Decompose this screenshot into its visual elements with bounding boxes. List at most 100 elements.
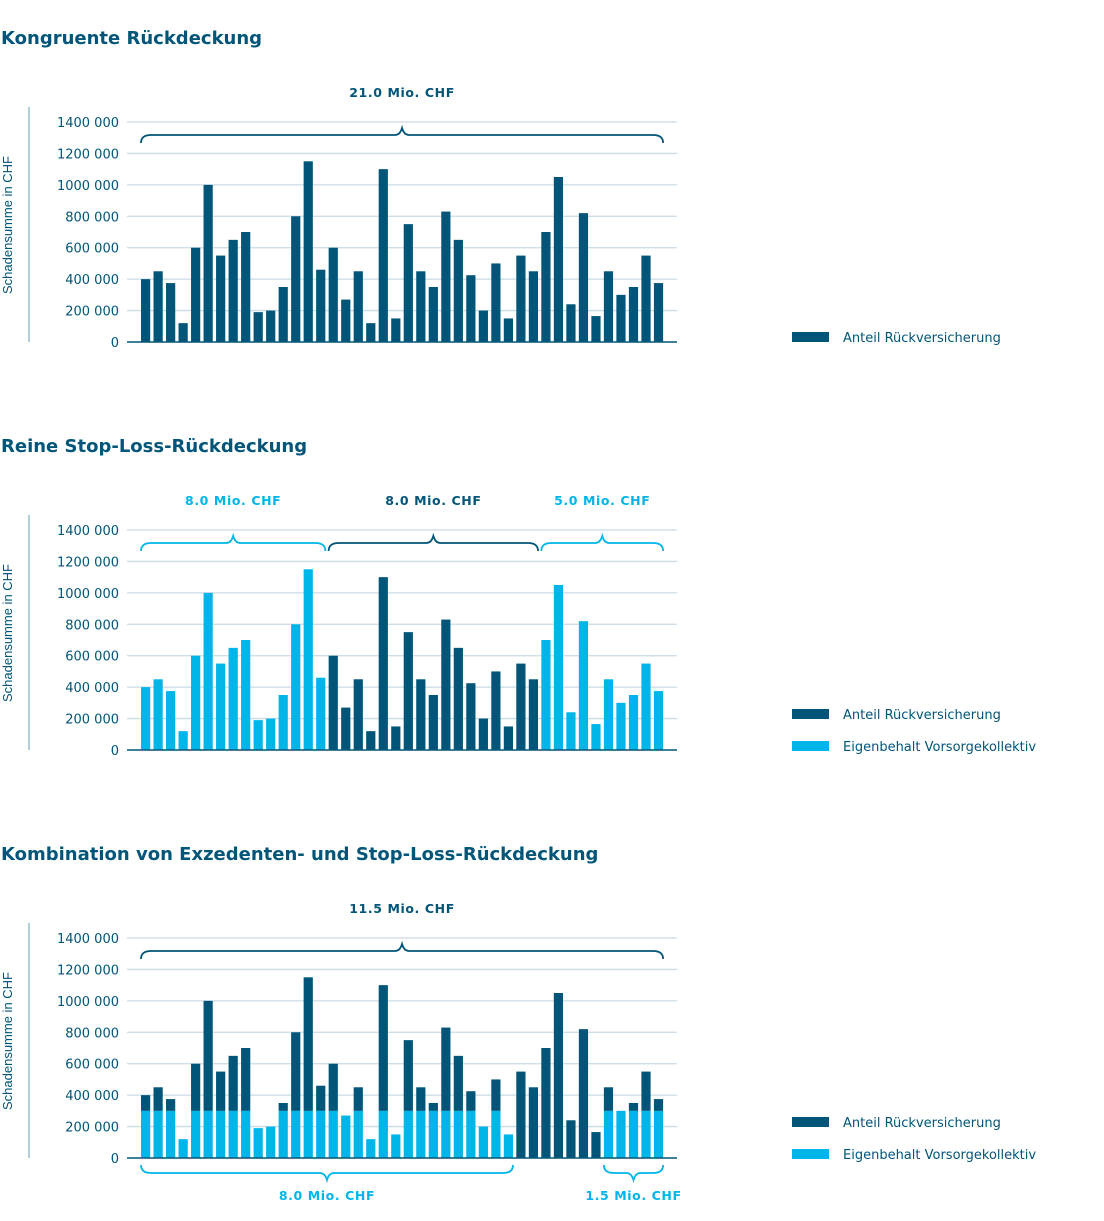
bar-rueckversicherung [416, 271, 426, 342]
bar-rueckversicherung [266, 310, 276, 342]
bar-rueckversicherung [478, 718, 488, 750]
bar-rueckversicherung [428, 695, 438, 750]
bracket-label: 1.5 Mio. CHF [585, 1188, 681, 1203]
bar-eigenbehalt [203, 592, 213, 750]
bar-rueckversicherung [591, 316, 601, 342]
y-tick-label: 600 000 [65, 650, 119, 665]
y-tick-label: 400 000 [65, 273, 119, 288]
bar-eigenbehalt [178, 1139, 188, 1158]
bar-rueckversicherung [466, 275, 476, 342]
bar-rueckversicherung [378, 169, 388, 342]
bracket-label: 21.0 Mio. CHF [349, 85, 455, 100]
bar-eigenbehalt [653, 691, 664, 750]
y-axis-label: Schadensumme in CHF [0, 972, 15, 1110]
chart-3: Kombination von Exzedenten- und Stop-Los… [0, 844, 1036, 1203]
bar-eigenbehalt [453, 1110, 463, 1158]
legend-swatch [792, 332, 829, 342]
y-tick-label: 800 000 [65, 210, 119, 225]
bar-rueckversicherung [541, 232, 551, 342]
bracket-label: 8.0 Mio. CHF [279, 1188, 375, 1203]
bar-eigenbehalt [353, 1110, 363, 1158]
bar-eigenbehalt [291, 1110, 301, 1158]
bar-rueckversicherung [466, 1091, 476, 1111]
bar-eigenbehalt [241, 640, 251, 750]
bar-eigenbehalt [166, 1110, 176, 1158]
bar-eigenbehalt [228, 1110, 238, 1158]
bar-rueckversicherung [578, 1029, 589, 1158]
bar-rueckversicherung [191, 247, 201, 342]
bar-rueckversicherung [303, 161, 313, 342]
bar-rueckversicherung [328, 247, 338, 342]
bar-rueckversicherung [228, 1055, 238, 1111]
bar-rueckversicherung [241, 232, 251, 342]
bar-eigenbehalt [278, 695, 288, 750]
legend-label: Anteil Rückversicherung [843, 1116, 1001, 1131]
bar-rueckversicherung [341, 299, 351, 342]
bar-eigenbehalt [166, 691, 176, 750]
bar-rueckversicherung [166, 1099, 176, 1111]
bar-rueckversicherung [653, 1099, 664, 1111]
bar-rueckversicherung [466, 683, 476, 750]
bar-rueckversicherung [566, 304, 576, 342]
bracket-label: 8.0 Mio. CHF [385, 493, 481, 508]
bar-eigenbehalt [203, 1110, 213, 1158]
bar-eigenbehalt [316, 677, 326, 750]
bar-rueckversicherung [278, 1103, 288, 1111]
bar-eigenbehalt [228, 647, 238, 750]
bar-eigenbehalt [503, 1134, 513, 1158]
legend-swatch [792, 1117, 829, 1127]
bar-rueckversicherung [378, 985, 388, 1111]
bar-rueckversicherung [428, 287, 438, 342]
y-tick-label: 1400 000 [57, 116, 119, 131]
bar-eigenbehalt [591, 724, 601, 750]
bar-eigenbehalt [428, 1110, 438, 1158]
legend-label: Anteil Rückversicherung [843, 331, 1001, 346]
bar-eigenbehalt [641, 663, 651, 750]
y-tick-label: 1000 000 [57, 995, 119, 1010]
bar-eigenbehalt [303, 1110, 313, 1158]
bar-rueckversicherung [441, 1027, 451, 1111]
y-tick-label: 1200 000 [57, 963, 119, 978]
bar-rueckversicherung [453, 239, 463, 342]
bar-eigenbehalt [391, 1134, 401, 1158]
bar-eigenbehalt [266, 1126, 276, 1158]
bar-eigenbehalt [291, 624, 301, 750]
bar-rueckversicherung [328, 1063, 338, 1111]
y-tick-label: 1000 000 [57, 587, 119, 602]
bar-eigenbehalt [191, 655, 201, 750]
bar-eigenbehalt [328, 1110, 338, 1158]
y-axis-label: Schadensumme in CHF [0, 564, 15, 702]
bar-rueckversicherung [641, 255, 651, 342]
bar-rueckversicherung [528, 1087, 539, 1158]
bar-eigenbehalt [153, 1110, 163, 1158]
y-tick-label: 800 000 [65, 1026, 119, 1041]
bar-eigenbehalt [641, 1110, 651, 1158]
bar-rueckversicherung [491, 263, 501, 342]
bar-rueckversicherung [366, 323, 376, 342]
bar-eigenbehalt [653, 1110, 664, 1158]
bar-eigenbehalt [578, 621, 589, 750]
bar-eigenbehalt [316, 1110, 326, 1158]
bracket-label: 8.0 Mio. CHF [185, 493, 281, 508]
legend-swatch [792, 1149, 829, 1159]
chart-title: Reine Stop-Loss-Rückdeckung [1, 436, 307, 457]
bar-rueckversicherung [478, 310, 488, 342]
bar-rueckversicherung [203, 1000, 213, 1111]
bar-eigenbehalt [341, 1115, 351, 1158]
bar-rueckversicherung [628, 1103, 639, 1111]
bar-rueckversicherung [341, 707, 351, 750]
bar-eigenbehalt [416, 1110, 426, 1158]
bar-eigenbehalt [278, 1110, 288, 1158]
bar-rueckversicherung [516, 255, 526, 342]
bracket [540, 532, 665, 552]
bar-eigenbehalt [378, 1110, 388, 1158]
bar-rueckversicherung [141, 1095, 151, 1111]
bar-rueckversicherung [566, 1120, 576, 1158]
bar-rueckversicherung [603, 1087, 614, 1111]
y-tick-label: 0 [111, 336, 119, 351]
legend-label: Eigenbehalt Vorsorgekollektiv [843, 740, 1036, 755]
bar-eigenbehalt [141, 1110, 151, 1158]
bar-rueckversicherung [228, 239, 238, 342]
bar-eigenbehalt [466, 1110, 476, 1158]
